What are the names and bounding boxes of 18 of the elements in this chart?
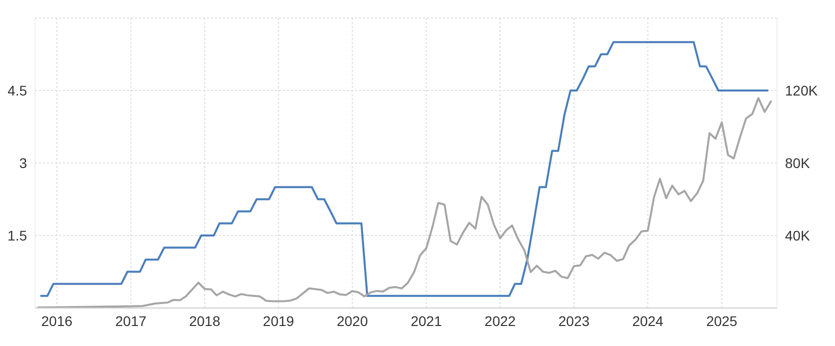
x-tick-label: 2024	[632, 312, 664, 329]
y-tick-label: 1.5	[8, 227, 28, 244]
line-series	[37, 97, 772, 308]
x-tick-label: 2018	[189, 312, 220, 329]
y2-tick-label: 120K	[785, 82, 818, 98]
y2-tick-label: 80K	[785, 154, 811, 171]
y2-tick-label: 40K	[785, 227, 811, 244]
y-tick-label: 3	[19, 154, 28, 171]
x-tick-label: 2025	[706, 312, 738, 329]
x-tick-label: 2016	[41, 312, 73, 329]
x-tick-label: 2021	[410, 312, 442, 329]
x-tick-label: 2020	[336, 312, 368, 329]
x-tick-label: 2022	[484, 312, 516, 329]
x-tick-label: 2019	[262, 312, 294, 329]
line-series	[40, 41, 768, 297]
x-tick-label: 2017	[115, 312, 147, 329]
x-tick-label: 2023	[558, 312, 590, 329]
y-tick-label: 4.5	[8, 82, 28, 98]
